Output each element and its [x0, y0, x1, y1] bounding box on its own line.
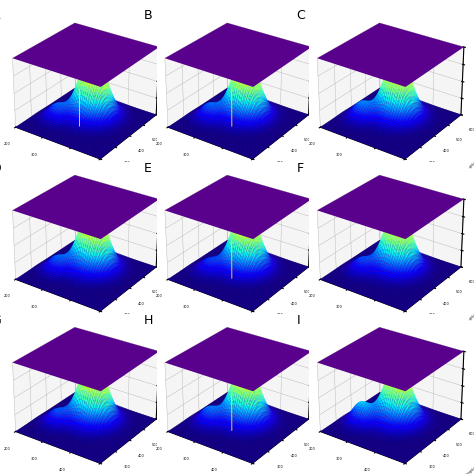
- X-axis label: Excitation Wavelength (nm): Excitation Wavelength (nm): [168, 175, 205, 192]
- Y-axis label: Emission Wavelength (nm): Emission Wavelength (nm): [145, 158, 176, 184]
- X-axis label: Excitation Wavelength (nm): Excitation Wavelength (nm): [15, 327, 53, 345]
- Y-axis label: Emission Wavelength (nm): Emission Wavelength (nm): [145, 310, 176, 337]
- Y-axis label: Emission Wavelength (nm): Emission Wavelength (nm): [449, 462, 474, 474]
- Y-axis label: Emission Wavelength (nm): Emission Wavelength (nm): [297, 158, 328, 184]
- Text: G: G: [0, 314, 1, 327]
- Text: I: I: [296, 314, 300, 327]
- Y-axis label: Emission Wavelength (nm): Emission Wavelength (nm): [145, 462, 176, 474]
- X-axis label: Excitation Wavelength (nm): Excitation Wavelength (nm): [320, 175, 357, 192]
- X-axis label: Excitation Wavelength (nm): Excitation Wavelength (nm): [15, 175, 53, 192]
- X-axis label: Excitation Wavelength (nm): Excitation Wavelength (nm): [168, 327, 205, 345]
- Text: D: D: [0, 162, 1, 174]
- Y-axis label: Emission Wavelength (nm): Emission Wavelength (nm): [449, 310, 474, 337]
- Y-axis label: Emission Wavelength (nm): Emission Wavelength (nm): [297, 310, 328, 337]
- X-axis label: Excitation Wavelength (nm): Excitation Wavelength (nm): [320, 327, 357, 345]
- Text: E: E: [144, 162, 152, 174]
- Text: H: H: [144, 314, 154, 327]
- Y-axis label: Emission Wavelength (nm): Emission Wavelength (nm): [297, 462, 328, 474]
- Text: B: B: [144, 9, 153, 22]
- Y-axis label: Emission Wavelength (nm): Emission Wavelength (nm): [449, 158, 474, 184]
- Text: C: C: [296, 9, 305, 22]
- Text: F: F: [296, 162, 303, 174]
